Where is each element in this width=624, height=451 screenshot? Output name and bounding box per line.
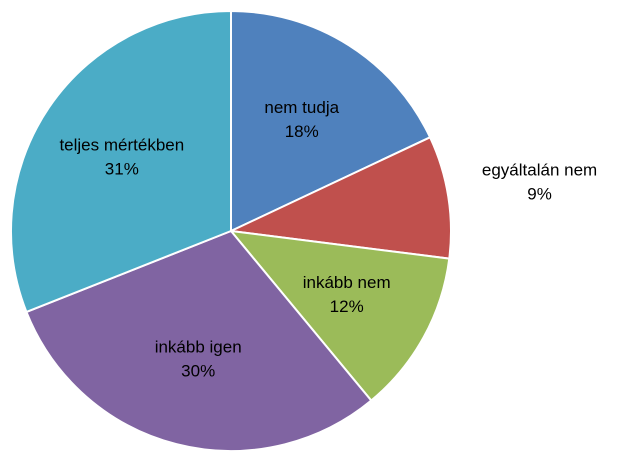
slice-value-label: 30% <box>181 361 215 380</box>
slice-label: teljes mértékben <box>59 135 184 154</box>
pie-slice <box>227 135 452 260</box>
pie-slice <box>230 9 432 233</box>
slice-value-label: 18% <box>285 122 319 141</box>
slice-value-label: 31% <box>105 159 139 178</box>
pie-slice <box>25 229 373 451</box>
slice-label: nem tudja <box>264 98 339 117</box>
slice-label: inkább igen <box>155 337 242 356</box>
pie-slice <box>10 9 232 314</box>
slice-label: inkább nem <box>303 273 391 292</box>
slice-value-label: 9% <box>527 185 552 204</box>
slice-value-label: 12% <box>330 297 364 316</box>
slice-label: egyáltalán nem <box>482 161 597 180</box>
pie-slice <box>228 229 451 402</box>
